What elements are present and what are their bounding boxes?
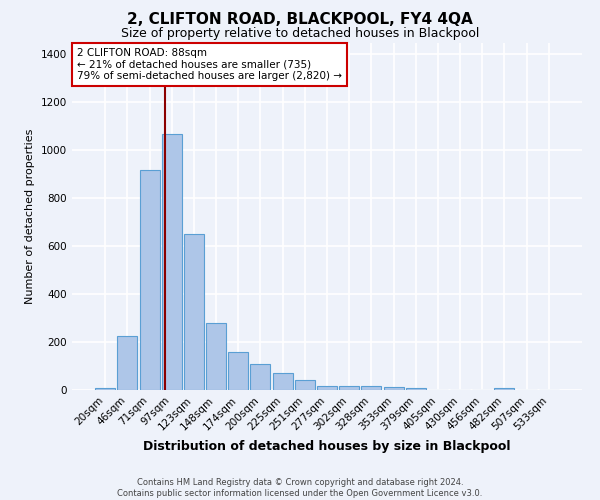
- X-axis label: Distribution of detached houses by size in Blackpool: Distribution of detached houses by size …: [143, 440, 511, 453]
- Bar: [383, 387, 404, 390]
- Bar: [361, 386, 382, 390]
- Bar: [272, 373, 293, 390]
- Text: Contains HM Land Registry data © Crown copyright and database right 2024.
Contai: Contains HM Land Registry data © Crown c…: [118, 478, 482, 498]
- Text: 2, CLIFTON ROAD, BLACKPOOL, FY4 4QA: 2, CLIFTON ROAD, BLACKPOOL, FY4 4QA: [127, 12, 473, 28]
- Bar: [118, 336, 137, 390]
- Bar: [162, 134, 182, 390]
- Bar: [228, 352, 248, 390]
- Bar: [406, 388, 426, 390]
- Text: Size of property relative to detached houses in Blackpool: Size of property relative to detached ho…: [121, 28, 479, 40]
- Bar: [206, 323, 226, 390]
- Bar: [250, 364, 271, 390]
- Text: 2 CLIFTON ROAD: 88sqm
← 21% of detached houses are smaller (735)
79% of semi-det: 2 CLIFTON ROAD: 88sqm ← 21% of detached …: [77, 48, 342, 81]
- Bar: [339, 386, 359, 390]
- Bar: [184, 234, 204, 390]
- Bar: [317, 386, 337, 390]
- Bar: [494, 388, 514, 390]
- Y-axis label: Number of detached properties: Number of detached properties: [25, 128, 35, 304]
- Bar: [140, 170, 160, 390]
- Bar: [95, 388, 115, 390]
- Bar: [295, 380, 315, 390]
